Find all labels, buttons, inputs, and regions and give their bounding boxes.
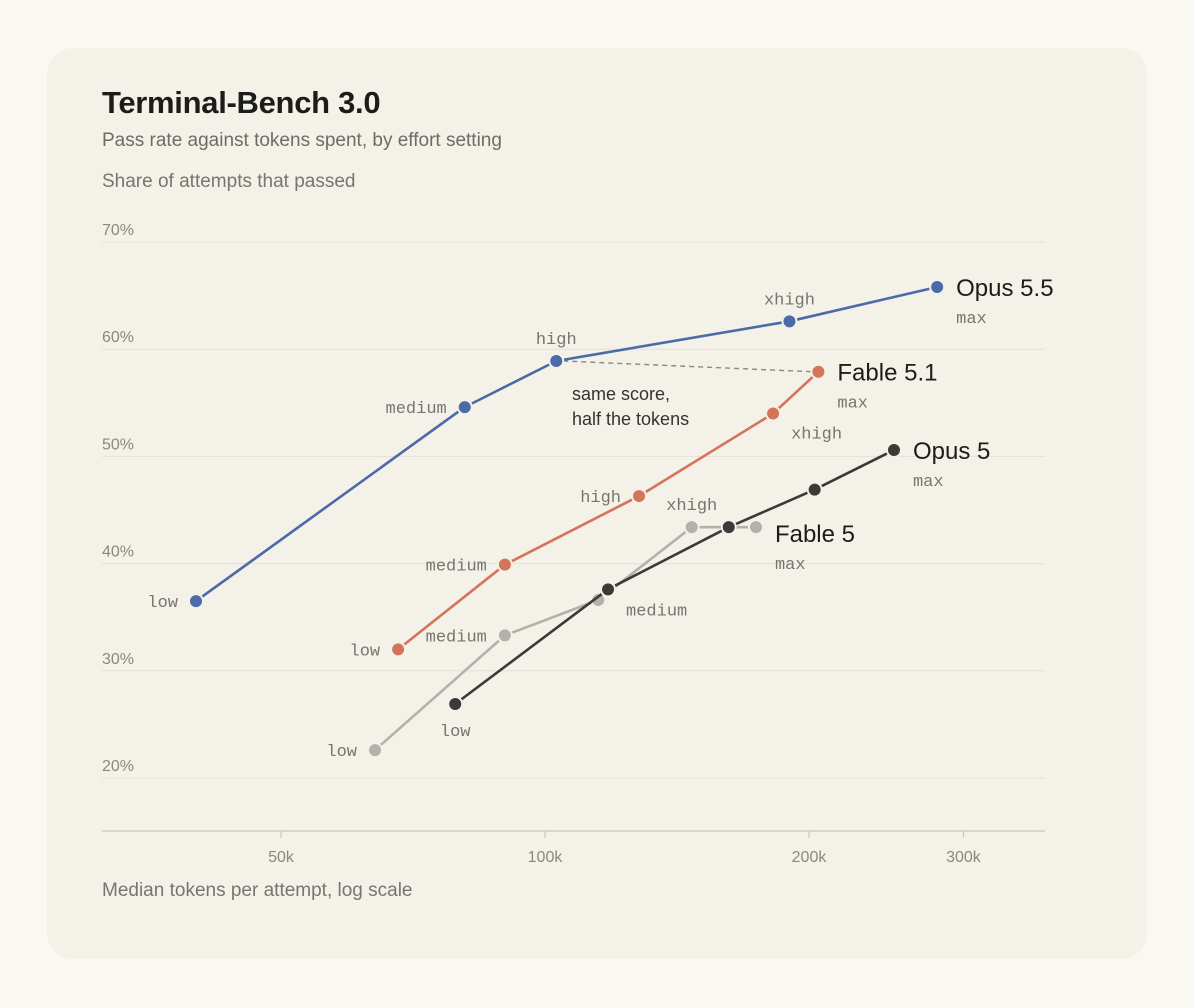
series-name-label: Opus 5 bbox=[913, 438, 990, 465]
data-point-fable-5 bbox=[367, 742, 384, 759]
effort-label: high bbox=[536, 331, 577, 350]
data-point-fable-5-1 bbox=[631, 488, 648, 505]
series-name-label: Opus 5.5 bbox=[956, 275, 1053, 302]
y-tick-label: 20% bbox=[102, 758, 134, 775]
y-tick-label: 70% bbox=[102, 222, 134, 239]
series-name-label: Fable 5 bbox=[775, 521, 855, 548]
data-point-opus-5 bbox=[600, 581, 617, 598]
effort-label: low bbox=[147, 594, 178, 613]
data-point-opus-5-5 bbox=[456, 399, 473, 416]
data-point-opus-5 bbox=[720, 519, 737, 536]
data-point-fable-5-1 bbox=[810, 363, 827, 380]
effort-label: max bbox=[837, 395, 868, 414]
effort-label: medium bbox=[626, 602, 687, 621]
data-point-fable-5 bbox=[590, 592, 607, 609]
data-point-fable-5-1 bbox=[390, 641, 407, 658]
effort-label: low bbox=[440, 723, 471, 742]
data-point-opus-5 bbox=[806, 481, 823, 498]
annotation-text: same score, bbox=[572, 384, 670, 404]
effort-label: low bbox=[326, 743, 357, 762]
data-point-opus-5 bbox=[885, 441, 902, 458]
effort-label: max bbox=[913, 473, 944, 492]
data-point-fable-5 bbox=[747, 519, 764, 536]
effort-label: medium bbox=[386, 400, 447, 419]
effort-label: medium bbox=[426, 628, 487, 647]
chart-card bbox=[47, 48, 1147, 959]
effort-label: max bbox=[775, 556, 806, 575]
x-tick-label: 100k bbox=[528, 849, 564, 866]
y-tick-label: 30% bbox=[102, 651, 134, 668]
data-point-fable-5-1 bbox=[496, 556, 513, 573]
data-point-opus-5-5 bbox=[781, 313, 798, 330]
effort-label: xhigh bbox=[764, 291, 815, 310]
chart-title: Terminal-Bench 3.0 bbox=[102, 85, 381, 120]
effort-label: xhigh bbox=[666, 497, 717, 516]
y-axis-label: Share of attempts that passed bbox=[102, 171, 356, 192]
y-tick-label: 50% bbox=[102, 436, 134, 453]
data-point-opus-5 bbox=[447, 696, 464, 713]
effort-label: max bbox=[956, 310, 987, 329]
data-point-opus-5-5 bbox=[548, 352, 565, 369]
y-tick-label: 40% bbox=[102, 544, 134, 561]
effort-label: medium bbox=[426, 558, 487, 577]
series-name-label: Fable 5.1 bbox=[837, 360, 937, 387]
effort-label: high bbox=[580, 489, 621, 508]
x-axis-label: Median tokens per attempt, log scale bbox=[102, 880, 413, 901]
data-point-opus-5-5 bbox=[929, 279, 946, 296]
data-point-fable-5 bbox=[496, 627, 513, 644]
x-tick-label: 200k bbox=[792, 849, 828, 866]
effort-label: low bbox=[350, 642, 381, 661]
x-tick-label: 50k bbox=[268, 849, 295, 866]
y-tick-label: 60% bbox=[102, 329, 134, 346]
data-point-opus-5-5 bbox=[188, 593, 205, 610]
effort-label: xhigh bbox=[791, 426, 842, 445]
data-point-fable-5 bbox=[683, 519, 700, 536]
chart-subtitle: Pass rate against tokens spent, by effor… bbox=[102, 130, 502, 151]
x-tick-label: 300k bbox=[946, 849, 982, 866]
annotation-text: half the tokens bbox=[572, 409, 689, 429]
series-line-opus-5 bbox=[454, 448, 895, 706]
data-point-fable-5-1 bbox=[765, 405, 782, 422]
annotation-connector bbox=[563, 360, 812, 373]
